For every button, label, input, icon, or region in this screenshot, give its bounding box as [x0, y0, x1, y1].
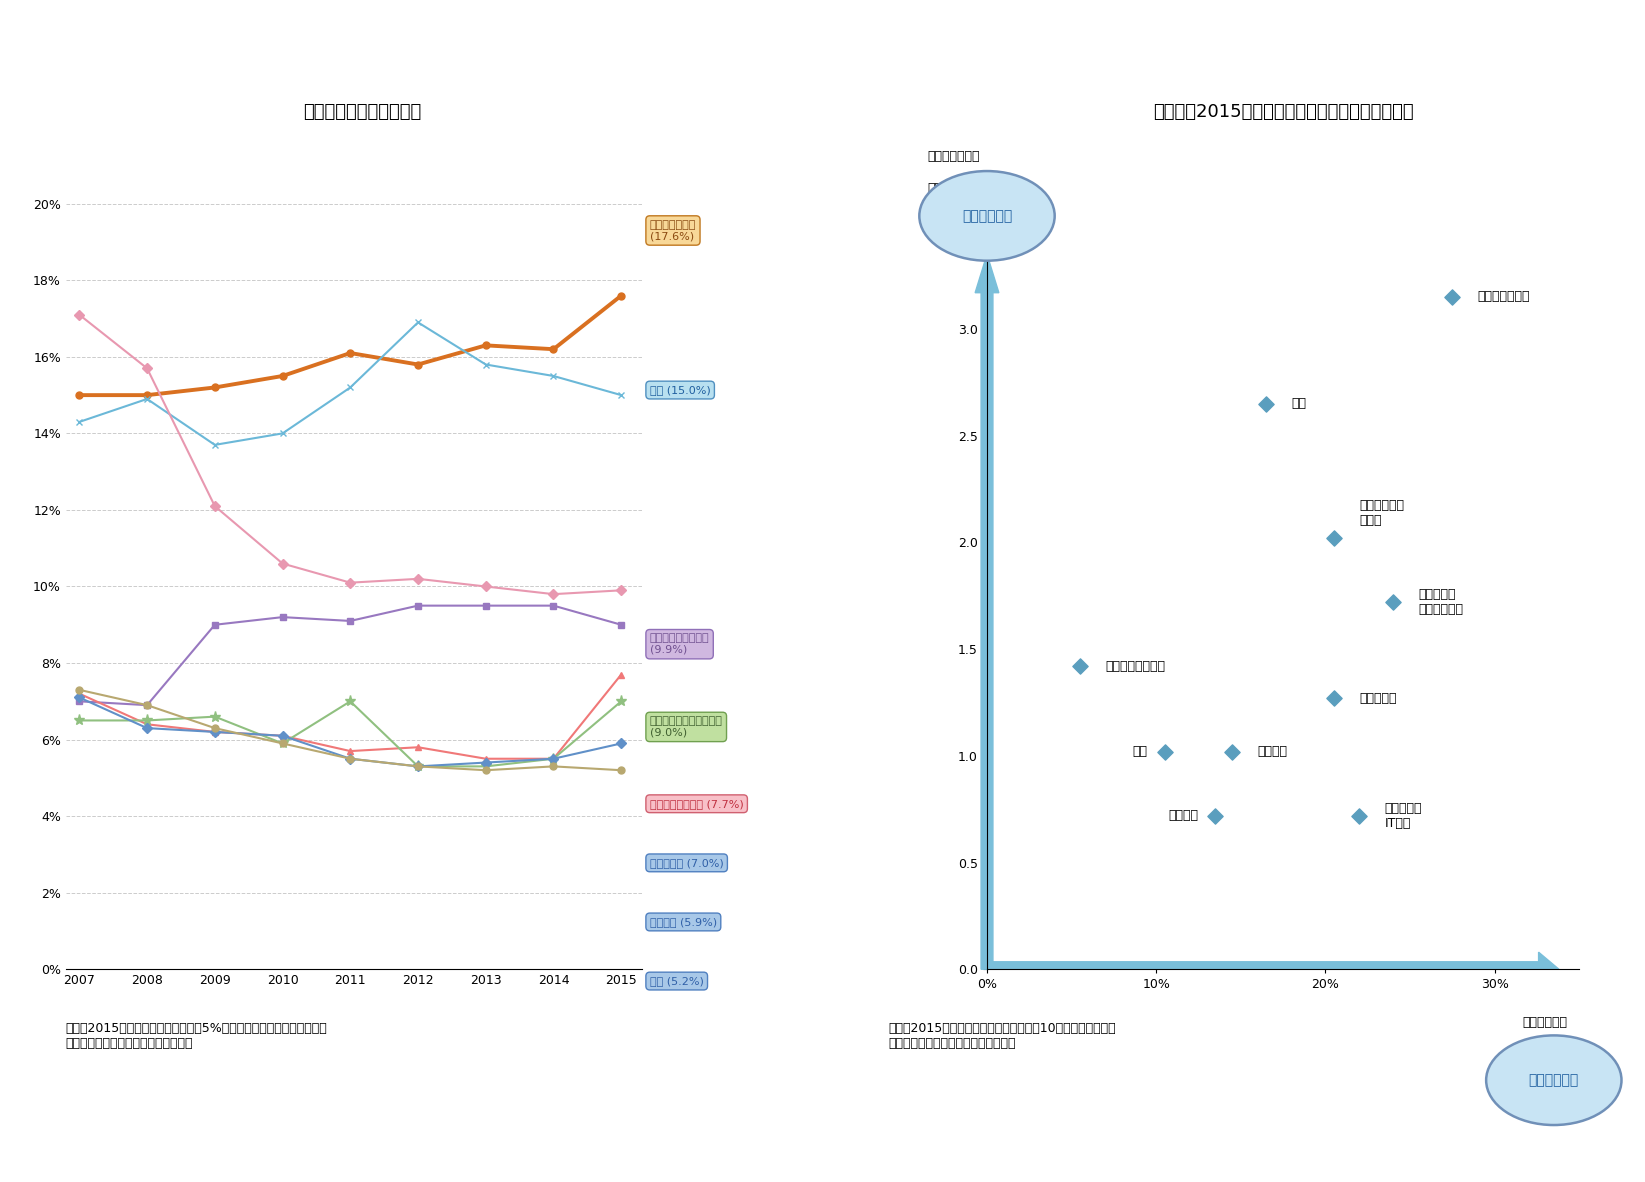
Point — [1321, 528, 1347, 547]
Text: 公共安全: 公共安全 — [1258, 745, 1288, 758]
Text: 都市・農村
コミュニティ: 都市・農村 コミュニティ — [1418, 589, 1464, 616]
Point — [1380, 592, 1406, 611]
Point — [1439, 287, 1466, 306]
Point — [1346, 806, 1372, 825]
Text: 教育 (15.0%): 教育 (15.0%) — [650, 385, 711, 395]
Text: 科学技術: 科学技術 — [1168, 810, 1199, 821]
Text: 一般公共サービス (7.7%): 一般公共サービス (7.7%) — [650, 799, 744, 808]
Point — [1202, 806, 1229, 825]
Point — [1321, 689, 1347, 708]
Ellipse shape — [1485, 1035, 1622, 1125]
Text: 国防: 国防 — [1133, 745, 1148, 758]
Text: 公共安全 (5.9%): 公共安全 (5.9%) — [650, 917, 717, 927]
Text: 国防 (5.2%): 国防 (5.2%) — [650, 976, 704, 986]
Text: 交通・運輸 (7.0%): 交通・運輸 (7.0%) — [650, 858, 724, 868]
FancyArrow shape — [975, 254, 999, 969]
Text: 前年比増加率: 前年比増加率 — [1523, 1017, 1568, 1030]
Text: 支出額（高）: 支出額（高） — [962, 209, 1012, 223]
Point — [1152, 742, 1178, 761]
Text: 社会保障関係費: 社会保障関係費 — [1477, 291, 1530, 304]
Text: 項目別の支出額: 項目別の支出額 — [928, 150, 980, 163]
Text: 一般公共サービス: 一般公共サービス — [1105, 660, 1165, 673]
Text: 増加率（大）: 増加率（大） — [1528, 1073, 1579, 1087]
Text: 図表４　支出構造の変化: 図表４ 支出構造の変化 — [303, 103, 421, 122]
Text: （億元）: （億元） — [928, 182, 957, 195]
FancyArrow shape — [987, 953, 1559, 986]
Point — [1253, 395, 1280, 414]
Text: 交通・運輸: 交通・運輸 — [1359, 691, 1397, 704]
Text: 図表５　2015年の項目別支出規模と前年比増加率: 図表５ 2015年の項目別支出規模と前年比増加率 — [1153, 103, 1413, 122]
Ellipse shape — [920, 171, 1054, 261]
Text: （%）: （%） — [1531, 1051, 1559, 1064]
Text: 農業・林業・
水産業: 農業・林業・ 水産業 — [1359, 499, 1405, 526]
Text: 教育: 教育 — [1291, 397, 1306, 410]
Text: 都市・農村コミュニティ
(9.0%): 都市・農村コミュニティ (9.0%) — [650, 716, 722, 738]
Text: （注）2015年の財政支出で構成比が5%以上の上位８項目を抽出した。
（出所）財政部ウェブサイトより作成: （注）2015年の財政支出で構成比が5%以上の上位８項目を抽出した。 （出所）財… — [66, 1022, 327, 1051]
Text: 資源開発・
IT産業: 資源開発・ IT産業 — [1385, 801, 1423, 830]
Text: （注）2015年の財政支出で支出額の上位10項目を抽出した。
（出所）財政部ウェブサイトより作成: （注）2015年の財政支出で支出額の上位10項目を抽出した。 （出所）財政部ウェ… — [888, 1022, 1115, 1051]
Text: 社会保障関係費
(17.6%): 社会保障関係費 (17.6%) — [650, 220, 696, 241]
Point — [1068, 657, 1094, 676]
Point — [1219, 742, 1245, 761]
Text: 農業・林業・水産業
(9.9%): 農業・林業・水産業 (9.9%) — [650, 634, 709, 655]
